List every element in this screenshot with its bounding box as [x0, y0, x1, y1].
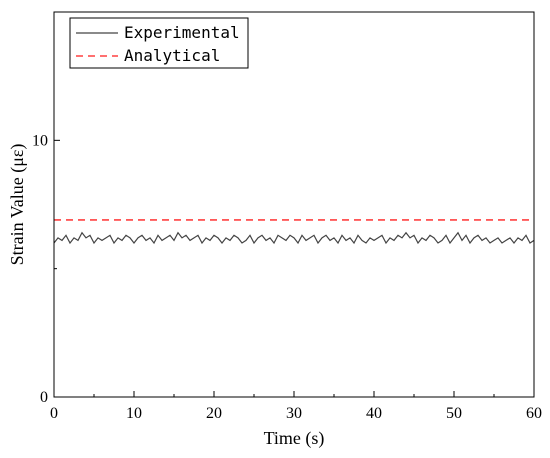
legend: Experimental Analytical	[69, 17, 249, 69]
y-tick-label: 10	[32, 132, 48, 149]
legend-box	[69, 17, 249, 69]
axis-tick-labels: 0 10 20 30 40 50 60 0 10	[32, 132, 542, 422]
x-tick-label: 30	[286, 405, 302, 422]
axis-ticks	[53, 11, 535, 398]
x-tick-label: 0	[50, 405, 58, 422]
series-line-experimental	[53, 231, 535, 245]
x-tick-label: 60	[526, 405, 542, 422]
plot-frame	[53, 11, 535, 398]
x-tick-label: 50	[446, 405, 462, 422]
legend-label-experimental: Experimental	[124, 23, 240, 42]
y-axis-title: Strain Value (με)	[7, 144, 28, 266]
x-tick-label: 10	[126, 405, 142, 422]
y-tick-label: 0	[40, 389, 48, 406]
plot-series	[53, 219, 535, 245]
x-tick-label: 20	[206, 405, 222, 422]
legend-label-analytical: Analytical	[124, 46, 220, 65]
x-axis-title: Time (s)	[264, 428, 325, 449]
x-tick-label: 40	[366, 405, 382, 422]
